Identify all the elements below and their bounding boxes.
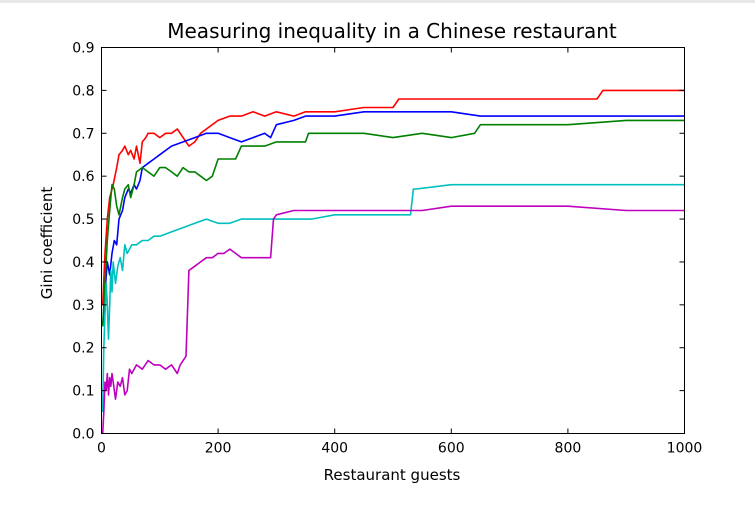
- y-tick-label: 0.3: [72, 298, 94, 314]
- series-line-4: [101, 183, 685, 413]
- series-line-5: [101, 205, 685, 434]
- y-tick-label: 0.5: [72, 212, 94, 228]
- x-tick-label: 400: [321, 441, 348, 457]
- series-line-2: [101, 111, 685, 327]
- y-tick-label: 0.7: [72, 126, 94, 142]
- y-axis-label: Gini coefficient: [38, 187, 56, 300]
- y-tick-label: 0.9: [72, 41, 94, 57]
- y-tick-label: 0.4: [72, 255, 94, 271]
- series-line-1: [101, 89, 685, 305]
- series-layer: [101, 89, 685, 434]
- plot-frame: [101, 47, 685, 434]
- series-line-3: [101, 119, 685, 327]
- y-tick-label: 0.8: [72, 83, 94, 99]
- top-rule: [0, 0, 755, 3]
- chart-title: Measuring inequality in a Chinese restau…: [167, 19, 617, 43]
- tick-layer: 0 200 400 600 800 1000 0.0 0.1 0.2 0.3 0.4 0.5 0.6 0.…: [72, 41, 702, 457]
- y-tick-label: 0.0: [72, 427, 94, 443]
- x-tick-label: 1000: [667, 441, 703, 457]
- x-tick-label: 800: [555, 441, 582, 457]
- x-tick-label: 0: [97, 441, 106, 457]
- x-axis-label: Restaurant guests: [324, 466, 461, 484]
- x-tick-label: 200: [205, 441, 232, 457]
- y-tick-label: 0.6: [72, 169, 94, 185]
- x-tick-label: 600: [438, 441, 465, 457]
- y-tick-label: 0.1: [72, 384, 94, 400]
- y-tick-label: 0.2: [72, 341, 94, 357]
